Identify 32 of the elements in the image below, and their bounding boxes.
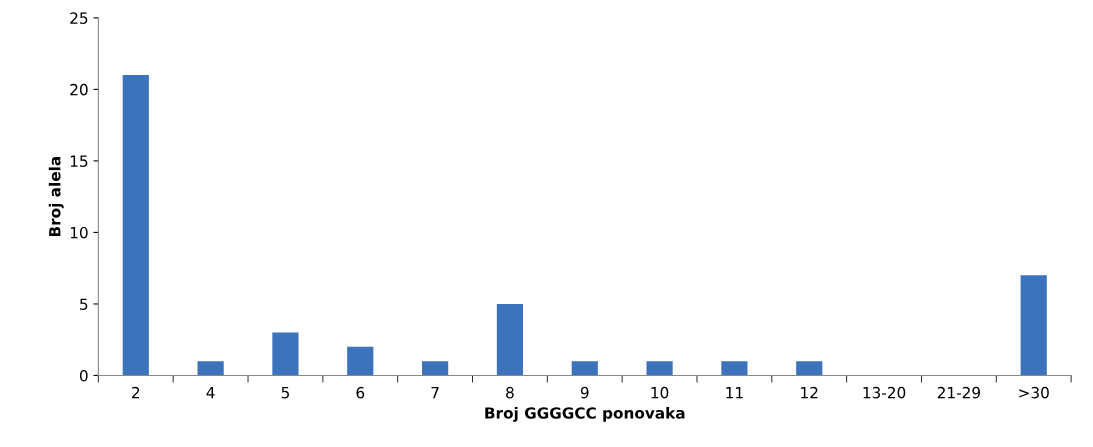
bar bbox=[122, 75, 149, 376]
bar bbox=[197, 361, 224, 376]
x-tick-label: 8 bbox=[506, 386, 514, 399]
y-tick-label: 25 bbox=[70, 12, 88, 24]
bar bbox=[272, 332, 299, 376]
x-tick-label: 13-20 bbox=[863, 386, 906, 399]
x-tick-label: 12 bbox=[801, 386, 818, 399]
y-tick-label: 10 bbox=[70, 226, 88, 239]
bar bbox=[1020, 275, 1047, 376]
bar bbox=[796, 361, 823, 376]
x-tick-label: 21-29 bbox=[937, 386, 981, 399]
x-tick-label: 4 bbox=[206, 387, 215, 399]
bar bbox=[347, 346, 374, 376]
y-tick-label: 15 bbox=[70, 155, 88, 167]
x-tick-label: 9 bbox=[580, 386, 589, 399]
x-tick-label: 10 bbox=[651, 386, 669, 399]
x-axis-title: Broj GGGGCC ponovaka bbox=[485, 406, 685, 422]
bar bbox=[721, 361, 748, 376]
bar bbox=[422, 361, 449, 376]
x-tick-label: >30 bbox=[1019, 386, 1049, 399]
y-tick-label: 0 bbox=[79, 369, 88, 382]
x-tick-label: 5 bbox=[281, 387, 289, 399]
y-tick-label: 5 bbox=[80, 298, 88, 310]
y-tick-label: 20 bbox=[70, 83, 88, 96]
y-axis-title: Broj alela bbox=[48, 157, 64, 237]
x-tick-label: 2 bbox=[132, 386, 140, 399]
x-tick-label: 11 bbox=[726, 387, 743, 399]
x-tick-label: 6 bbox=[356, 386, 365, 399]
bar bbox=[646, 361, 673, 376]
bar bbox=[496, 303, 524, 376]
bar bbox=[571, 361, 598, 376]
x-tick-label: 7 bbox=[431, 387, 439, 399]
